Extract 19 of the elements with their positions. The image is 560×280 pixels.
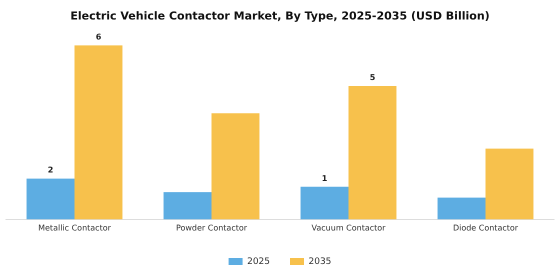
legend-label: 2025	[247, 256, 270, 267]
data-label: 6	[96, 32, 102, 42]
bar	[212, 113, 260, 220]
bar	[74, 45, 122, 220]
chart-title: Electric Vehicle Contactor Market, By Type, 2025-2035 (USD Billion)	[70, 9, 490, 22]
x-tick-label: Diode Contactor	[452, 223, 519, 232]
legend-label: 2035	[308, 256, 332, 267]
x-tick-label: Powder Contactor	[176, 223, 248, 232]
x-tick-label: Metallic Contactor	[38, 223, 112, 232]
data-label: 1	[322, 174, 328, 183]
data-label: 5	[370, 73, 376, 82]
bar	[486, 148, 534, 220]
data-label: 2	[48, 166, 54, 175]
bar	[26, 178, 74, 220]
bar	[164, 192, 212, 220]
bar	[348, 86, 396, 220]
bar	[438, 198, 486, 220]
x-tick-label: Vacuum Contactor	[312, 223, 386, 232]
bar	[300, 186, 348, 220]
